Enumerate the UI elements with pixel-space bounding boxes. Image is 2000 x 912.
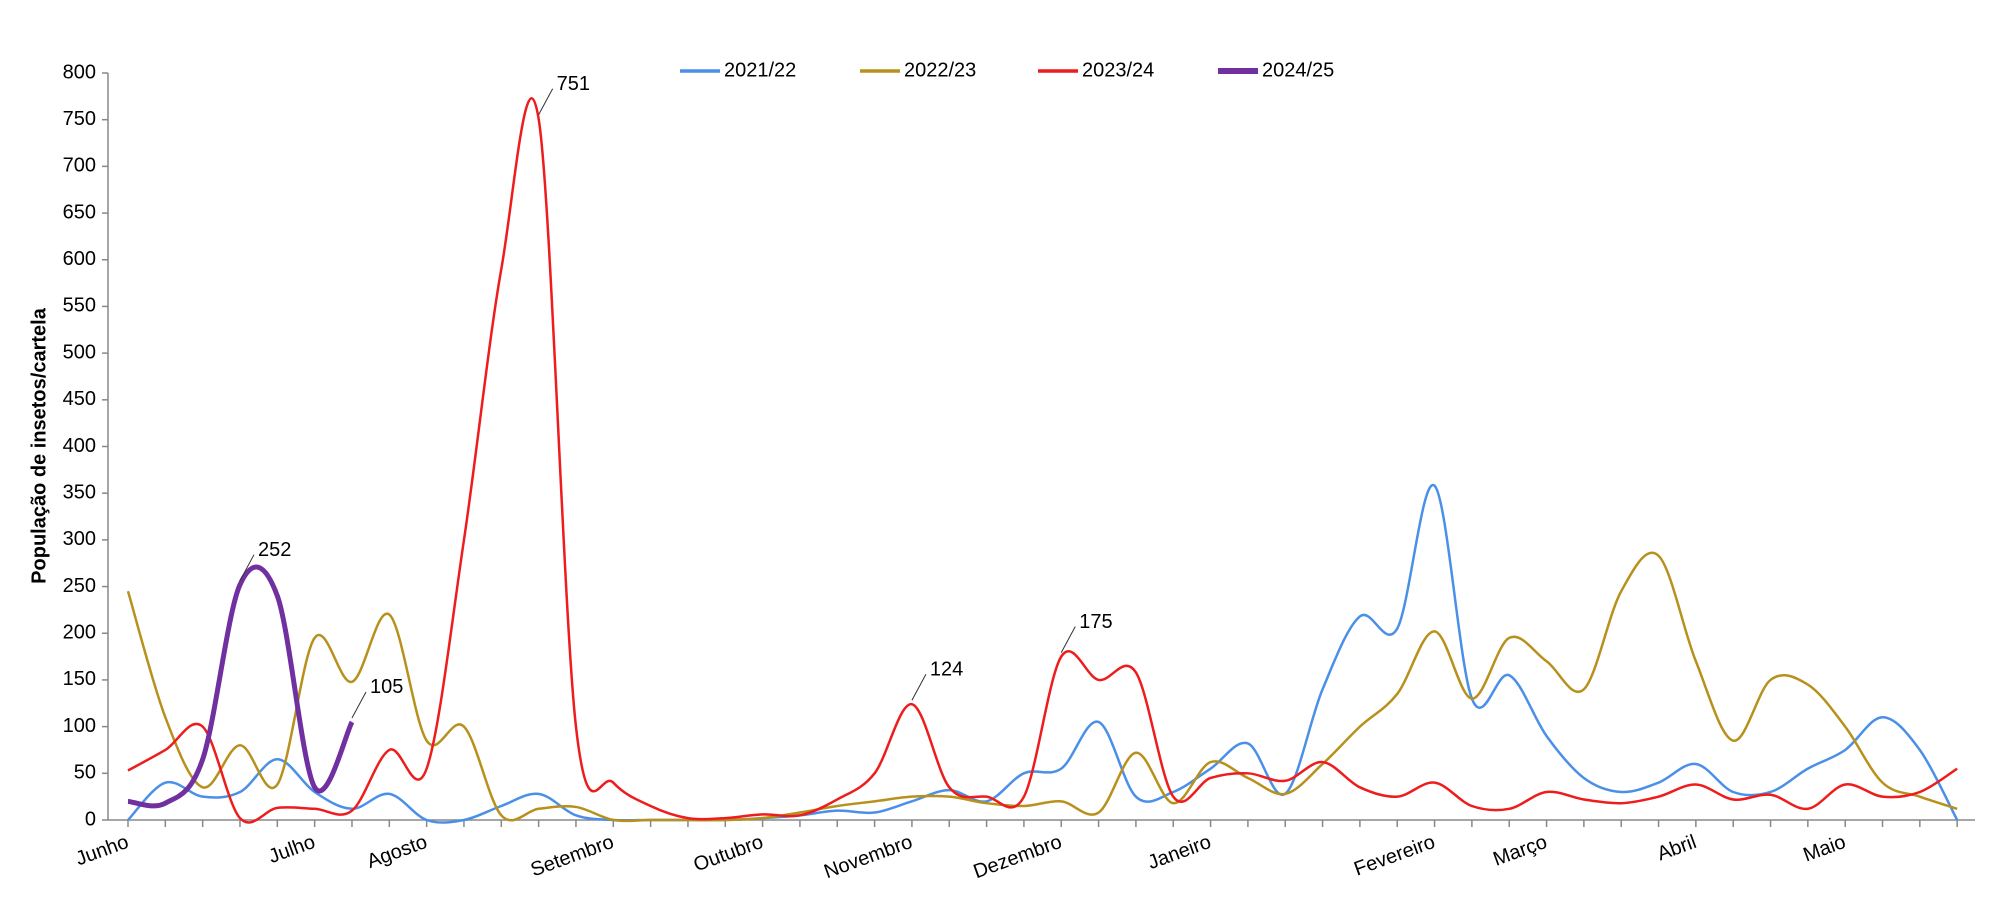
y-tick-label: 500 [63,341,96,363]
y-tick-label: 700 [63,155,96,177]
y-tick-label: 0 [85,808,96,830]
x-tick-label: Novembro [821,831,915,883]
label-leader [351,691,367,719]
y-tick-label: 100 [63,715,96,737]
y-tick-label: 650 [63,201,96,223]
y-tick-label: 150 [63,668,96,690]
y-tick-label: 200 [63,622,96,644]
y-tick-label: 800 [63,61,96,83]
legend-label: 2022/23 [904,59,976,81]
series-line [126,551,1958,823]
y-tick-label: 400 [63,435,96,457]
legend-label: 2021/22 [724,59,796,81]
x-tick-label: Janeiro [1145,831,1214,874]
x-tick-label: Setembro [528,831,617,881]
legend-label: 2024/25 [1262,59,1334,81]
legend-label: 2023/24 [1082,59,1154,81]
y-tick-label: 300 [63,528,96,550]
data-label: 124 [930,658,963,680]
series-line [127,564,355,809]
x-tick-label: Março [1490,831,1550,871]
x-tick-label: Fevereiro [1351,831,1438,881]
data-label: 105 [370,676,403,698]
label-leader [1060,626,1076,653]
y-tick-label: 350 [63,481,96,503]
x-tick-label: Junho [73,831,132,870]
data-label: 751 [557,73,590,95]
y-tick-label: 600 [63,248,96,270]
y-tick-label: 450 [63,388,96,410]
y-tick-label: 750 [63,108,96,130]
y-axis-label: População de insetos/cartela [28,307,50,584]
series-line [127,484,1959,824]
x-tick-label: Abril [1654,831,1699,865]
x-tick-label: Maio [1800,831,1848,867]
label-leader [538,88,554,115]
x-tick-label: Julho [266,831,318,868]
label-leader [911,673,927,701]
y-tick-label: 550 [63,295,96,317]
y-tick-label: 250 [63,575,96,597]
x-tick-label: Agosto [364,831,430,873]
data-label: 252 [258,539,291,561]
series-line [127,97,1958,824]
label-leader [239,554,255,581]
y-tick-label: 50 [74,762,96,784]
x-tick-label: Outubro [691,831,766,876]
x-tick-label: Dezembro [971,831,1065,883]
data-label: 175 [1079,611,1112,633]
